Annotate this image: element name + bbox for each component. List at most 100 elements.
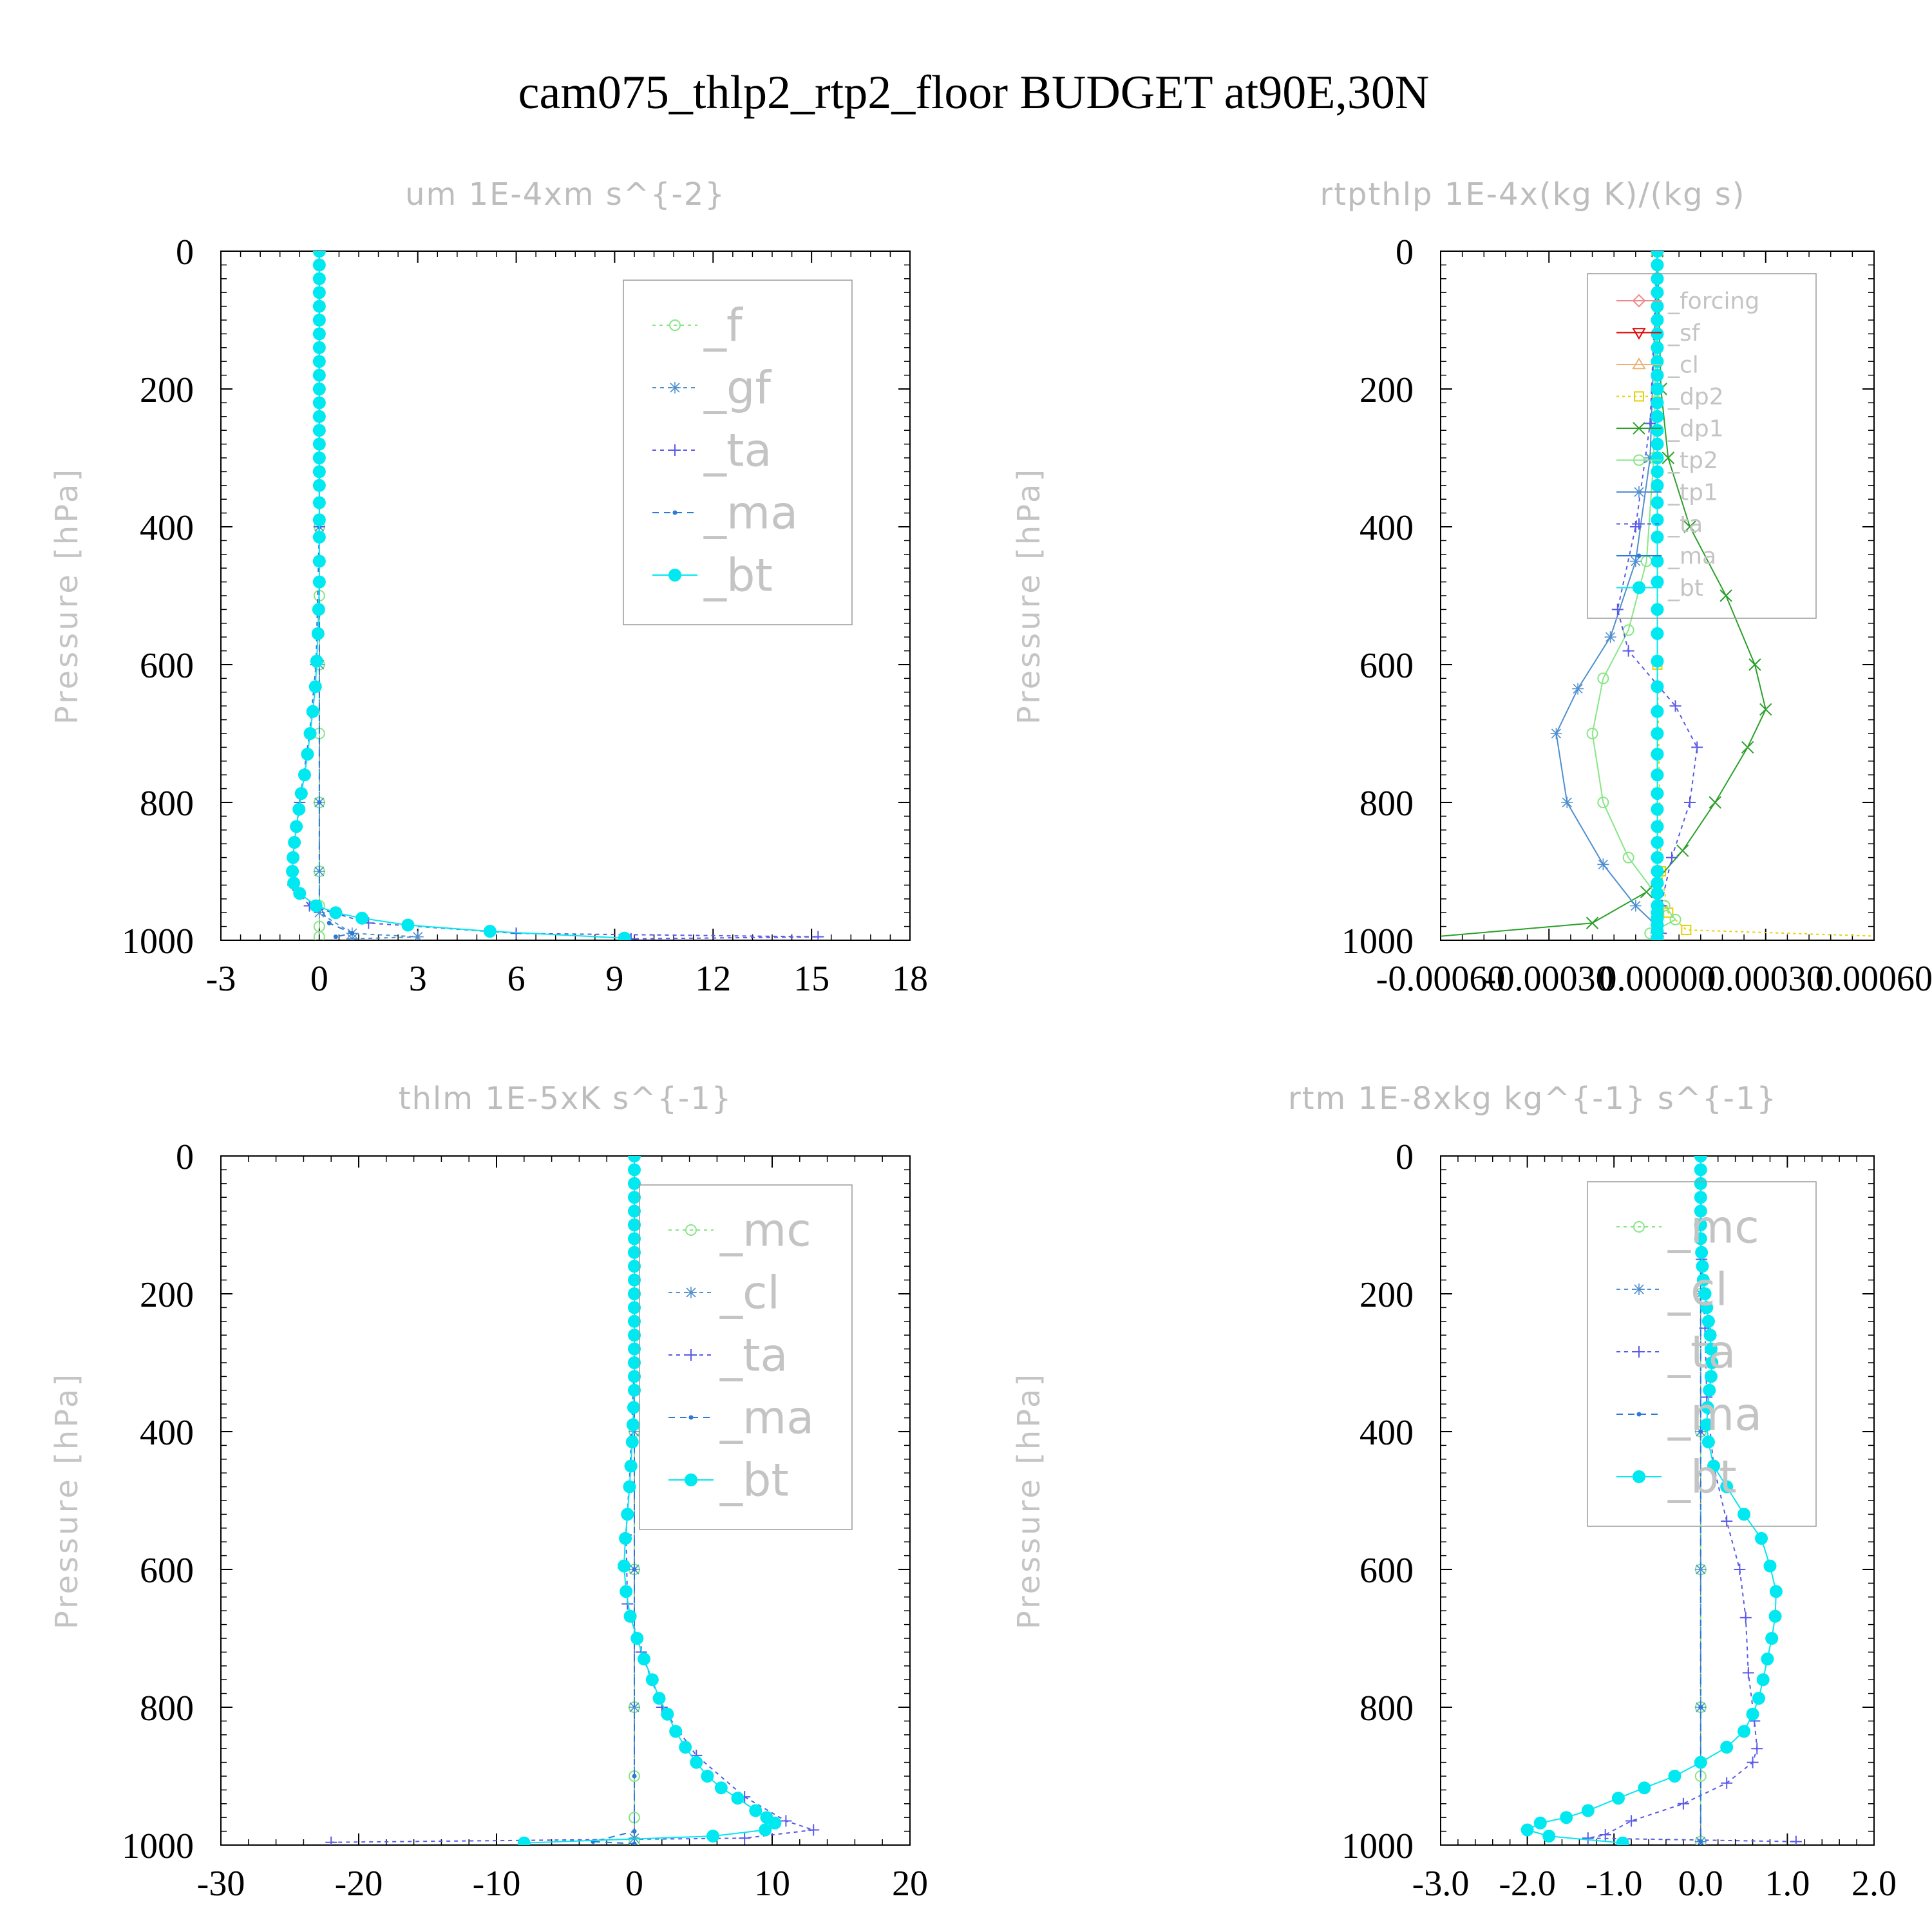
data-point — [312, 383, 326, 395]
series-line — [292, 251, 625, 939]
y-tick-label: 400 — [140, 1413, 194, 1453]
data-point — [1695, 1245, 1709, 1259]
legend-entry: _ma — [1616, 544, 1716, 570]
x-tick-label: 3 — [409, 959, 427, 999]
data-point — [1707, 1459, 1720, 1473]
data-point — [1616, 1836, 1629, 1845]
axes: -3 0 3 6 9 12 15 18 0 200 400 600 800 1000 — [122, 232, 928, 999]
x-tick-label: 0.00000 — [1599, 959, 1716, 999]
data-point — [1586, 916, 1599, 929]
data-point — [1747, 1756, 1759, 1768]
data-point — [312, 410, 326, 423]
data-point — [301, 748, 314, 761]
x-tick-label: -10 — [473, 1864, 521, 1904]
y-tick-label: 400 — [140, 508, 194, 548]
data-point — [517, 1836, 531, 1845]
x-tick-label: -30 — [197, 1864, 245, 1904]
data-point — [1701, 1435, 1715, 1449]
data-point — [1765, 1632, 1779, 1645]
data-point — [1683, 520, 1696, 533]
data-point — [768, 1816, 782, 1830]
data-point — [1721, 1515, 1733, 1528]
plot-area — [286, 251, 824, 940]
data-point — [303, 727, 317, 740]
legend-label: _mc — [1667, 1201, 1759, 1254]
data-point — [312, 513, 326, 527]
legend-label: _cl — [1667, 1264, 1728, 1316]
x-tick-label: 20 — [892, 1864, 928, 1904]
legend-label: _tp1 — [1667, 480, 1718, 506]
legend-label: _cl — [719, 1267, 780, 1320]
data-point — [1696, 1260, 1709, 1273]
data-point — [1694, 1156, 1707, 1162]
data-point — [293, 887, 307, 900]
data-point — [312, 299, 326, 313]
data-point — [628, 1156, 641, 1162]
data-point — [1703, 1383, 1716, 1397]
x-tick-label: 0.00030 — [1707, 959, 1824, 999]
series-tp2 — [1586, 251, 1681, 940]
data-point — [1742, 1667, 1754, 1679]
data-point — [620, 1585, 633, 1598]
data-point — [1790, 1835, 1802, 1845]
data-point — [312, 437, 326, 451]
data-point — [325, 1836, 337, 1845]
data-point — [628, 1218, 641, 1231]
data-point — [327, 920, 332, 925]
data-point — [672, 510, 677, 515]
data-point — [1651, 327, 1664, 341]
data-point — [1651, 705, 1664, 718]
data-point — [628, 1273, 641, 1287]
data-point — [312, 465, 326, 478]
data-point — [1533, 1816, 1547, 1830]
series-bt — [517, 1156, 782, 1845]
data-point — [310, 654, 323, 668]
legend-label: _ma — [703, 487, 798, 540]
data-point — [1701, 1314, 1715, 1328]
data-point — [333, 934, 338, 940]
data-point — [1651, 513, 1664, 527]
data-point — [1751, 1743, 1763, 1755]
data-point — [1651, 865, 1664, 878]
legend-label: _bt — [719, 1454, 789, 1507]
data-point — [669, 444, 681, 456]
data-point — [1691, 741, 1703, 753]
data-point — [1669, 913, 1681, 925]
data-point — [306, 705, 319, 718]
data-point — [1560, 1811, 1573, 1824]
data-point — [1694, 1163, 1707, 1177]
data-point — [731, 1792, 744, 1805]
data-point — [749, 1804, 762, 1817]
data-point — [312, 531, 326, 544]
series-line — [592, 1156, 635, 1844]
legend-entry: _ta — [652, 424, 772, 477]
data-point — [1651, 531, 1664, 544]
data-point — [1694, 1204, 1707, 1218]
data-point — [685, 1224, 697, 1236]
data-point — [1597, 858, 1609, 871]
data-point — [1761, 1653, 1774, 1666]
series-ma — [591, 1156, 637, 1845]
data-point — [1542, 1830, 1556, 1843]
data-point — [1698, 1839, 1703, 1844]
x-tick-label: -20 — [335, 1864, 383, 1904]
data-point — [626, 1418, 639, 1432]
data-point — [1704, 1370, 1718, 1383]
legend-label: _ta — [703, 424, 772, 477]
data-point — [1520, 1823, 1534, 1837]
panel-thlm: thlm 1E-5xK s^{-1} Pressure [hPa] -30 -20… — [49, 1081, 928, 1904]
y-tick-label: 1000 — [122, 922, 194, 961]
legend-label: _ta — [1667, 511, 1703, 538]
data-point — [312, 258, 326, 272]
data-point — [312, 341, 326, 354]
legend-label: _tp2 — [1667, 448, 1718, 474]
data-point — [312, 424, 326, 437]
data-point — [628, 1301, 641, 1314]
data-point — [1704, 1342, 1718, 1356]
legend-box — [1587, 1181, 1817, 1527]
legend-entry: _dp1 — [1616, 416, 1724, 442]
x-tick-label: -0.00060 — [1376, 959, 1506, 999]
panel-subtitle: thlm 1E-5xK s^{-1} — [399, 1081, 733, 1117]
legend-label: _ta — [719, 1329, 788, 1382]
